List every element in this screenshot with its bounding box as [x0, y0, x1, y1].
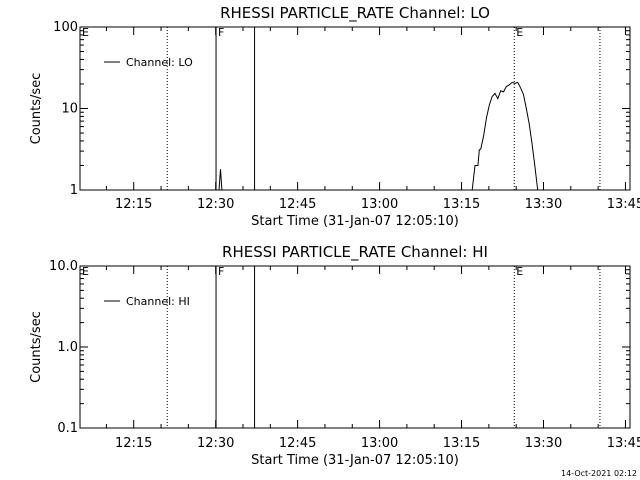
- y-axis-label: Counts/sec: [29, 73, 44, 145]
- legend-label: Channel: HI: [126, 295, 190, 308]
- legend-label: Channel: LO: [126, 56, 193, 69]
- event-marker-label: E: [82, 26, 89, 39]
- x-tick-label: 13:30: [525, 436, 562, 451]
- event-line-label: F: [218, 26, 224, 39]
- event-marker-label: E: [82, 265, 89, 278]
- event-line-label: F: [218, 265, 224, 278]
- footer-timestamp: 14-Oct-2021 02:12: [561, 469, 637, 478]
- x-axis-label: Start Time (31-Jan-07 12:05:10): [251, 214, 459, 229]
- x-tick-label: 13:00: [361, 197, 398, 212]
- event-line-label: E: [516, 265, 523, 278]
- x-tick-label: 12:30: [197, 197, 234, 212]
- x-tick-label: 13:15: [443, 436, 480, 451]
- series-line-segment: [218, 169, 223, 191]
- x-tick-label: 13:45: [607, 436, 640, 451]
- x-axis-label: Start Time (31-Jan-07 12:05:10): [251, 453, 459, 468]
- x-tick-label: 12:45: [279, 197, 316, 212]
- y-tick-label: 10: [61, 102, 78, 117]
- x-tick-label: 13:00: [361, 436, 398, 451]
- x-tick-label: 13:30: [525, 197, 562, 212]
- y-axis-label: Counts/sec: [29, 311, 44, 383]
- x-tick-label: 13:15: [443, 197, 480, 212]
- chart-title: RHESSI PARTICLE_RATE Channel: HI: [222, 243, 488, 262]
- x-tick-label: 12:45: [279, 436, 316, 451]
- x-tick-label: 12:30: [197, 436, 234, 451]
- chart-panel-1: RHESSI PARTICLE_RATE Channel: LO 1 10 100 12…: [29, 4, 640, 229]
- y-tick-label: 0.1: [57, 421, 78, 436]
- y-tick-label: 1.0: [57, 340, 78, 355]
- x-tick-label: 12:15: [115, 197, 152, 212]
- x-tick-label: 13:45: [607, 197, 640, 212]
- event-line-label: E: [516, 26, 523, 39]
- y-tick-label: 1: [70, 183, 78, 198]
- y-tick-label: 10.0: [49, 259, 78, 274]
- series-line-segment: [471, 81, 539, 191]
- x-tick-label: 12:15: [115, 436, 152, 451]
- chart-panel-2: RHESSI PARTICLE_RATE Channel: HI 0.1 1.0 10…: [29, 243, 640, 468]
- y-tick-label: 100: [53, 20, 78, 35]
- chart-title: RHESSI PARTICLE_RATE Channel: LO: [220, 4, 490, 23]
